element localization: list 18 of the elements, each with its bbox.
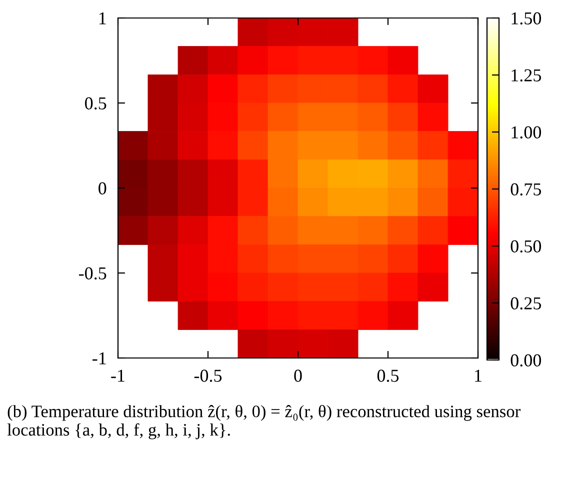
y-tick-label: 1	[99, 12, 106, 24]
y-tick-label: -1	[92, 352, 106, 364]
color-bar-label: 0.00	[510, 354, 542, 367]
x-tick-label: -0.5	[194, 370, 222, 382]
color-bar-label: 0.75	[510, 183, 542, 196]
x-tick-label: 1	[475, 370, 482, 382]
x-tick-label: -1	[111, 370, 124, 382]
text: (b) Temperature distribution ẑ(r, θ, 0) = ẑ₀(r, θ) reconstructed using sensor locations {a, b, d, f, g, h, i, j, k}.	[7, 404, 520, 440]
x-tick-label: 0.5	[377, 370, 399, 382]
color-bar-label: 1.00	[512, 126, 542, 139]
x-tick-label: 0	[294, 370, 302, 382]
color-bar-label: 0.25	[510, 297, 542, 310]
color-bar-label: 1.50	[512, 12, 542, 25]
y-tick-label: -0.5	[78, 267, 106, 280]
y-tick-label: 0	[98, 182, 106, 194]
color-bar-label: 0.50	[510, 240, 542, 253]
y-tick-label: 0.5	[85, 97, 106, 110]
color-bar-label: 1.25	[512, 69, 542, 82]
